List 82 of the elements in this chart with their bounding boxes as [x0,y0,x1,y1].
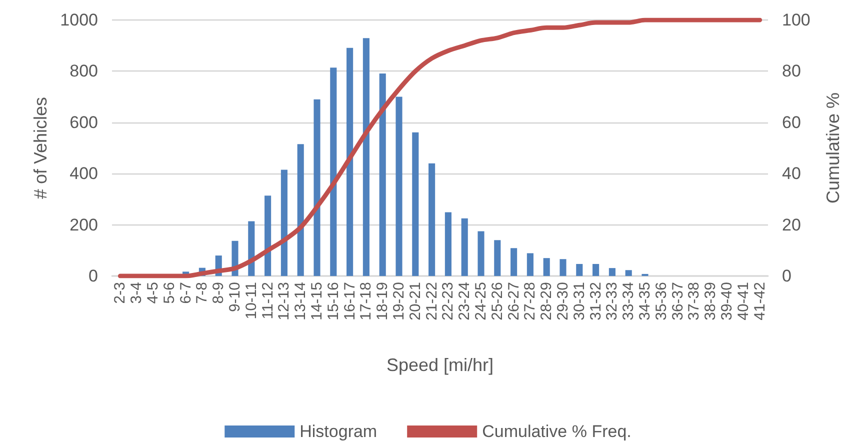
bar [592,264,600,276]
x-tick-label: 24-25 [472,282,490,320]
y2-tick-label: 60 [782,112,801,132]
x-tick-label: 18-19 [374,282,392,320]
x-tick-label: 10-11 [242,282,260,320]
y-tick-label: 0 [88,266,98,286]
x-tick-label: 5-6 [160,282,178,304]
x-tick-label: 35-36 [652,282,670,320]
x-tick-label: 41-42 [751,282,768,320]
x-tick-label: 15-16 [324,282,342,320]
x-tick-label: 17-18 [358,282,375,320]
bar [510,248,518,276]
bar [280,170,288,276]
bar [412,132,419,276]
y-tick-label: 400 [70,164,98,184]
x-tick-label: 23-24 [456,282,474,320]
x-tick-label: 20-21 [406,282,424,320]
bar [494,240,501,276]
bar [576,264,583,276]
x-tick-label: 16-17 [341,282,358,320]
x-tick-label: 6-7 [177,282,194,304]
bar [608,268,616,276]
x-tick-label: 12-13 [276,282,293,320]
bar [314,99,320,276]
bar [362,38,370,276]
x-tick-label: 39-40 [718,282,736,320]
x-tick-label: 28-29 [538,282,556,320]
x-tick-label: 9-10 [226,282,244,312]
bar [346,48,354,276]
x-tick-label: 7-8 [194,282,211,304]
bar [248,221,255,276]
bar [396,96,402,276]
bar [428,163,436,276]
bar [478,231,484,276]
x-tick-label: 25-26 [488,282,506,320]
x-tick-label: 26-27 [505,282,522,320]
bar [543,258,550,276]
y2-tick-label: 20 [782,215,801,234]
x-tick-label: 38-39 [702,282,720,320]
x-tick-label: 8-9 [210,282,228,304]
y2-tick-label: 100 [782,10,810,30]
y2-axis-title: Cumulative % [823,92,843,204]
x-tick-label: 27-28 [522,282,539,320]
bar [444,212,452,276]
line-series [118,18,762,278]
x-tick-label: 33-34 [620,282,638,320]
x-tick-label: 19-20 [390,282,408,320]
x-axis-title: Speed [mi/hr] [386,355,494,375]
x-tick-label: 22-23 [440,282,457,320]
x-tick-label: 14-15 [308,282,326,320]
x-tick-label: 2-3 [112,282,129,304]
legend-label: Histogram [300,422,378,441]
x-tick-label: 29-30 [554,282,572,320]
y-tick-label: 1000 [60,10,98,30]
y2-tick-label: 80 [782,62,801,81]
y-tick-label: 600 [70,112,98,132]
x-tick-label: 13-14 [292,282,310,320]
y2-tick-label: 0 [782,266,792,286]
bar [297,144,304,276]
bar [526,253,534,276]
bar [330,68,337,276]
x-tick-label: 4-5 [144,282,162,304]
bar [264,196,272,276]
x-tick-label: 3-4 [128,282,146,304]
x-tick-label: 21-22 [423,282,440,320]
x-tick-label: 32-33 [604,282,621,320]
x-tick-label: 34-35 [636,282,654,320]
x-tick-label: 37-38 [686,282,703,320]
y2-tick-label: 40 [782,164,801,184]
y-tick-label: 800 [70,62,98,81]
y-tick-label: 200 [70,215,98,234]
bar [461,218,468,276]
x-tick-label: 30-31 [570,282,588,320]
legend-label: Cumulative % Freq. [482,422,632,441]
bar [560,259,566,276]
bar [379,74,386,276]
y-axis-title: # of Vehicles [30,96,50,200]
bar [625,270,632,276]
x-tick-label: 40-41 [734,282,752,320]
x-tick-label: 36-37 [669,282,686,320]
x-tick-label: 31-32 [587,282,604,320]
x-tick-label: 11-12 [259,282,276,320]
